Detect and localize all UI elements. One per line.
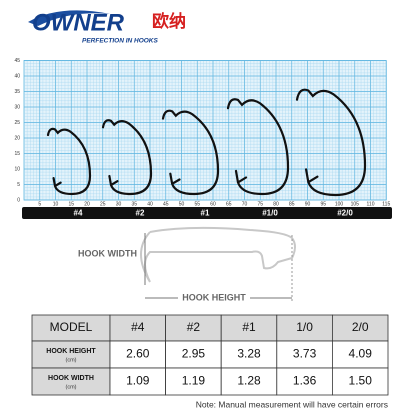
cell-text: 3.73 <box>293 347 317 361</box>
cell <box>331 367 389 396</box>
cell-text: 4.09 <box>349 347 373 361</box>
hook <box>297 90 365 195</box>
x-tick-label: 95 <box>320 201 326 207</box>
x-tick-label: 65 <box>226 201 232 207</box>
header-text: MODEL <box>50 320 93 334</box>
cell <box>276 367 333 396</box>
x-tick-label: 105 <box>351 201 360 207</box>
x-tick-label: 15 <box>68 201 74 207</box>
row-label: HOOK WIDTH <box>48 375 94 382</box>
cell <box>165 340 222 369</box>
cell-text: 1.09 <box>126 374 150 388</box>
header-cell <box>31 314 111 342</box>
grid-bg <box>23 60 387 201</box>
y-tick-label: 5 <box>17 182 20 188</box>
y-tick-label: 20 <box>14 135 20 141</box>
logo-brand: OWNER <box>32 9 125 36</box>
y-tick-label: 15 <box>14 151 20 157</box>
x-tick-label: 60 <box>210 201 216 207</box>
cell-text: 2.60 <box>126 347 150 361</box>
header-text: #2 <box>187 320 201 334</box>
row-label-cell <box>31 340 111 369</box>
diagram-hook <box>140 226 296 283</box>
hooks <box>48 90 365 195</box>
x-tick-label: 20 <box>84 201 90 207</box>
header-text: #4 <box>131 320 145 334</box>
row-unit: (cm) <box>66 357 77 363</box>
header-text: 1/0 <box>296 320 313 334</box>
cell-text: 2.95 <box>182 347 206 361</box>
x-tick-label: 90 <box>305 201 311 207</box>
cell <box>276 340 333 369</box>
spec-table: MODEL #4 #2 #1 1/0 2/0 HOOK HEIGHT (cm) 2.60 2.95… <box>31 314 389 396</box>
size-label: #1 <box>201 209 210 218</box>
x-tick-label: 115 <box>382 201 390 207</box>
y-tick-label: 10 <box>14 166 20 172</box>
logo-swoosh <box>28 10 110 26</box>
x-tick-label: 80 <box>273 201 279 207</box>
x-tick-label: 10 <box>53 201 59 207</box>
x-tick-label: 30 <box>116 201 122 207</box>
header-cell <box>276 314 333 342</box>
x-tick-label: 5 <box>38 201 41 207</box>
header-text: 2/0 <box>352 320 369 334</box>
cell-text: 1.19 <box>182 374 206 388</box>
x-tick-label: 110 <box>367 201 375 207</box>
header-text: #1 <box>242 320 256 334</box>
cell <box>220 340 278 369</box>
y-tick-label: 30 <box>14 104 20 110</box>
size-label: #2 <box>136 209 145 218</box>
x-tick-label: 85 <box>289 201 295 207</box>
x-tick-label: 55 <box>194 201 200 207</box>
x-tick-label: 100 <box>335 201 344 207</box>
cell <box>165 367 222 396</box>
y-tick-label: 40 <box>14 73 20 79</box>
cell <box>220 367 278 396</box>
x-tick-label: 40 <box>147 201 153 207</box>
header-cell <box>109 314 166 342</box>
size-labels: #4 #2 #1 #1/0 #2/0 <box>74 209 354 218</box>
cell-text: 3.28 <box>237 347 261 361</box>
size-label: #1/0 <box>262 209 278 218</box>
size-label: #4 <box>74 209 83 218</box>
row-unit: (cm) <box>66 384 77 390</box>
x-tick-label: 25 <box>100 201 106 207</box>
cell <box>109 367 166 396</box>
x-tick-label: 45 <box>163 201 169 207</box>
logo-tagline: PERFECTION IN HOOKS <box>82 38 159 45</box>
cell-text: 1.50 <box>349 374 373 388</box>
x-tick-label: 35 <box>131 201 137 207</box>
hook-height-label: HOOK HEIGHT <box>182 292 246 302</box>
hook <box>228 99 288 194</box>
hook-width-label: HOOK WIDTH <box>78 248 137 258</box>
row-label: HOOK HEIGHT <box>46 348 96 355</box>
size-bar <box>22 207 392 219</box>
logo-chinese: 欧纳 <box>152 11 186 32</box>
row-label-cell <box>31 367 111 396</box>
hook <box>103 120 151 194</box>
cell-text: 1.28 <box>237 374 261 388</box>
x-tick-label: 75 <box>257 201 263 207</box>
x-tick-label: 70 <box>242 201 248 207</box>
note: Note: Manual measurement will have certa… <box>196 399 388 409</box>
header-cell <box>331 314 389 342</box>
hook <box>163 111 218 194</box>
cell <box>331 340 389 369</box>
cell-text: 1.36 <box>293 374 317 388</box>
y-tick-label: 25 <box>14 120 20 126</box>
x-tick-label: 50 <box>179 201 185 207</box>
y-tick-label: 0 <box>17 197 20 203</box>
cell <box>109 340 166 369</box>
hook <box>48 129 90 194</box>
y-tick-label: 35 <box>14 89 20 95</box>
y-tick-label: 45 <box>14 58 20 64</box>
size-label: #2/0 <box>337 209 353 218</box>
